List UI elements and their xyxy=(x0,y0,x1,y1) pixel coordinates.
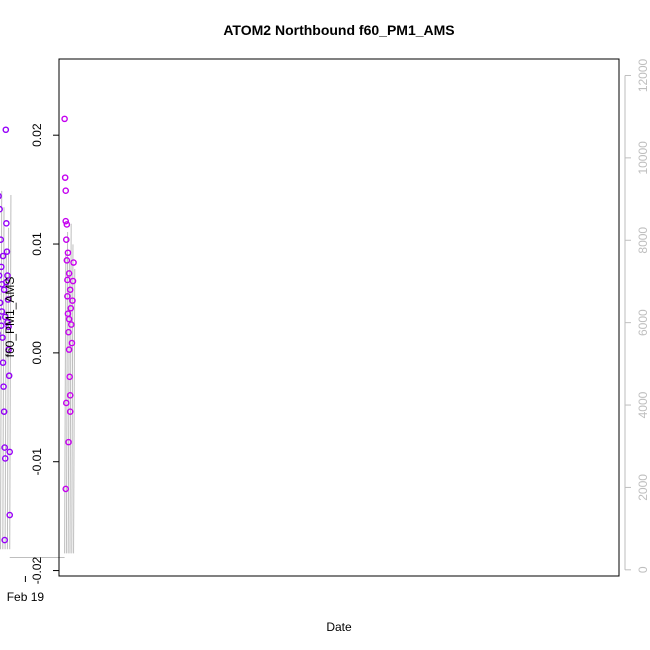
data-point xyxy=(1,455,9,462)
data-point xyxy=(3,278,10,286)
data-point xyxy=(63,257,71,264)
data-point xyxy=(6,448,14,456)
data-point xyxy=(0,383,7,390)
right-y-tick-label: 12000 xyxy=(636,58,650,92)
plot-frame xyxy=(58,58,620,577)
data-point xyxy=(62,399,70,407)
x-axis-label: Date xyxy=(326,620,352,634)
y-tick-label: 0.02 xyxy=(30,123,44,147)
data-point xyxy=(0,272,3,279)
data-point xyxy=(0,408,8,415)
y-axis-right: 0 2000 4000 6000 8000 10000 12000 xyxy=(624,58,650,573)
data-point xyxy=(65,346,73,353)
count-series xyxy=(0,190,76,558)
data-point xyxy=(0,286,8,294)
data-point xyxy=(1,536,8,544)
data-point xyxy=(5,346,12,353)
data-point xyxy=(61,174,69,181)
data-point xyxy=(6,511,14,519)
data-point xyxy=(0,334,6,341)
data-point xyxy=(70,259,77,266)
y-tick-label: -0.02 xyxy=(30,557,44,585)
pm1-series xyxy=(0,115,77,544)
data-point xyxy=(67,304,75,312)
data-point xyxy=(66,392,74,399)
right-y-tick-label: 10000 xyxy=(636,141,650,175)
right-y-tick-label: 8000 xyxy=(636,227,650,254)
data-point xyxy=(1,313,9,321)
right-y-tick-label: 4000 xyxy=(636,391,650,418)
count-spike xyxy=(64,252,67,554)
data-point xyxy=(62,485,70,493)
right-y-tick-label: 2000 xyxy=(636,474,650,501)
data-point xyxy=(65,270,73,277)
data-point xyxy=(0,359,7,366)
count-spike xyxy=(6,227,10,550)
x-tick-label: Feb 19 xyxy=(7,590,45,604)
data-point xyxy=(0,193,2,200)
data-point xyxy=(0,252,7,260)
count-spike xyxy=(67,260,70,554)
x-axis: Feb 11Feb 13Feb 15Feb 17Feb 19 xyxy=(7,576,45,604)
data-point xyxy=(64,310,72,317)
data-point xyxy=(61,115,68,123)
data-point xyxy=(3,220,10,227)
data-point xyxy=(4,296,12,303)
right-y-tick-label: 6000 xyxy=(636,309,650,336)
data-point xyxy=(62,187,70,194)
data-point xyxy=(65,315,73,323)
right-y-tick-label: 0 xyxy=(636,566,650,573)
data-point xyxy=(4,272,11,279)
data-point xyxy=(0,205,3,213)
count-spike xyxy=(71,244,74,554)
data-point xyxy=(62,217,70,225)
y-axis-label: f60_PM1_AMS xyxy=(3,277,17,358)
data-point xyxy=(69,277,77,285)
data-point xyxy=(0,236,5,243)
y-tick-label: 0.00 xyxy=(30,341,44,365)
data-point xyxy=(64,292,71,300)
data-point xyxy=(68,339,76,347)
data-point xyxy=(69,297,76,304)
data-point xyxy=(63,221,71,228)
data-point xyxy=(1,444,8,451)
count-spike xyxy=(9,194,12,550)
data-point xyxy=(4,319,11,326)
data-point xyxy=(0,299,4,307)
chart-title: ATOM2 Northbound f60_PM1_AMS xyxy=(223,22,454,38)
data-point xyxy=(2,126,10,134)
data-point xyxy=(66,408,74,415)
y-axis-left: -0.02 -0.01 0.00 0.01 0.02 xyxy=(30,123,59,584)
data-point xyxy=(64,249,72,257)
data-point xyxy=(0,315,2,321)
data-point xyxy=(68,321,75,328)
data-point xyxy=(65,438,72,446)
y-tick-label: -0.01 xyxy=(30,448,44,476)
data-point xyxy=(5,372,13,380)
y-tick-label: 0.01 xyxy=(30,232,44,256)
count-spike xyxy=(0,190,3,550)
count-spike xyxy=(65,232,69,554)
data-point xyxy=(65,328,72,336)
data-point xyxy=(66,286,74,294)
data-point xyxy=(62,236,70,243)
count-spike xyxy=(73,269,76,554)
data-point xyxy=(0,263,5,271)
data-point xyxy=(3,248,11,255)
data-point xyxy=(0,308,6,315)
count-spike xyxy=(2,207,5,550)
data-point xyxy=(66,373,73,381)
data-point xyxy=(0,322,5,329)
